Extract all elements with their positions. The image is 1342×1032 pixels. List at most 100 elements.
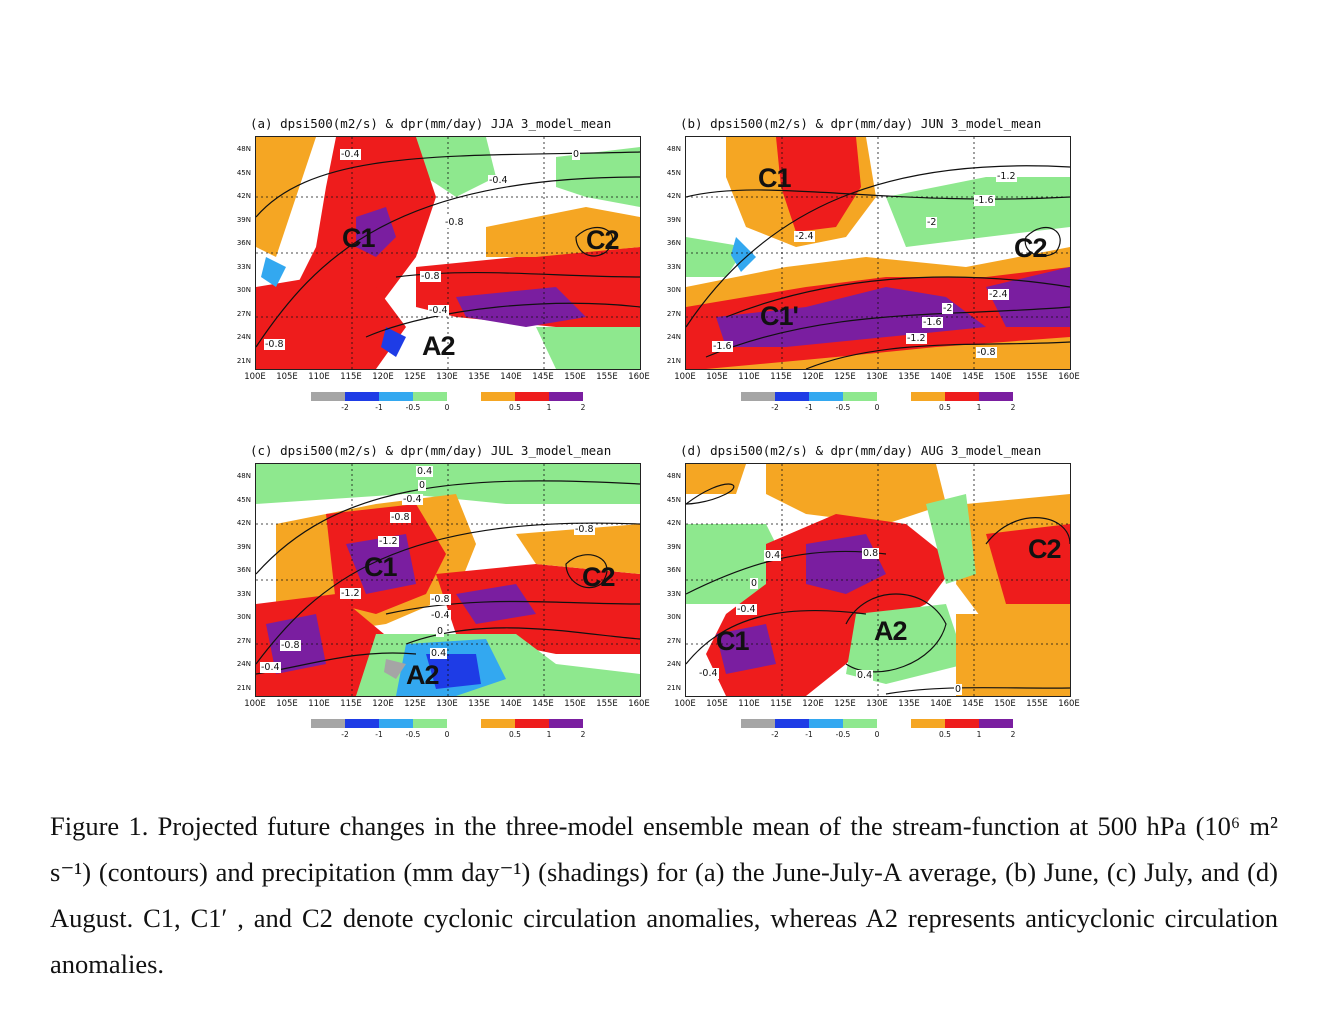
x-tick-label: 155E (596, 699, 618, 709)
region-label: C1 (364, 552, 398, 582)
contour-label: -1.2 (340, 588, 361, 599)
y-tick-label: 39N (236, 542, 251, 551)
y-tick-label: 27N (236, 309, 251, 318)
x-tick-label: 120E (372, 372, 394, 382)
x-tick-label: 120E (372, 699, 394, 709)
contour-label: -0.8 (444, 217, 465, 228)
contour-label: -2 (926, 217, 938, 228)
x-tick-label: 115E (770, 699, 792, 709)
y-tick-label: 39N (666, 542, 681, 551)
colorbar-label: -0.5 (405, 730, 421, 739)
colorbar-label: -2 (771, 730, 779, 739)
colorbar-label: -2 (341, 403, 349, 412)
y-tick-label: 30N (666, 613, 681, 622)
y-tick-label: 42N (236, 192, 251, 201)
contour-label: 0.4 (430, 648, 448, 659)
contour-label: -0.4 (340, 149, 361, 160)
y-tick-label: 33N (236, 589, 251, 598)
panel-b-title: (b) dpsi500(m2/s) & dpr(mm/day) JUN 3_mo… (680, 116, 1042, 131)
x-tick-label: 140E (930, 699, 952, 709)
region-label: C2 (1014, 233, 1048, 263)
x-tick-label: 150E (564, 699, 586, 709)
colorbar-swatch (345, 392, 379, 401)
x-tick-label: 145E (962, 372, 984, 382)
panel-b-map: C1 C2 C1' -1.2 -1.6 -2 -2.4 -2.4 -2 -1.6… (685, 136, 1071, 370)
colorbar-swatch (311, 719, 345, 728)
y-tick-label: 42N (236, 519, 251, 528)
y-tick-label: 42N (666, 519, 681, 528)
colorbar-swatch (481, 719, 515, 728)
contour-label: -0.8 (976, 347, 997, 358)
x-tick-label: 120E (802, 372, 824, 382)
colorbar-label: -2 (771, 403, 779, 412)
region-label: C2 (582, 562, 616, 592)
x-tick-label: 160E (1058, 699, 1080, 709)
colorbar (741, 392, 1013, 401)
x-tick-label: 100E (244, 372, 266, 382)
contour-label: 0.4 (856, 670, 874, 681)
colorbar-label: 1 (976, 730, 982, 739)
y-tick-label: 24N (666, 333, 681, 342)
colorbar-swatch (413, 392, 447, 401)
colorbar-swatch (549, 392, 583, 401)
contour-label: -1.6 (974, 195, 995, 206)
x-tick-label: 155E (1026, 699, 1048, 709)
colorbar-label: 1 (546, 730, 552, 739)
contour-label: -0.4 (698, 668, 719, 679)
contour-label: 0.4 (764, 550, 782, 561)
colorbar (311, 719, 583, 728)
contour-label: 0 (572, 149, 581, 160)
contour-label: -2 (942, 303, 954, 314)
x-tick-label: 140E (500, 372, 522, 382)
contour-label: 0.8 (862, 548, 880, 559)
x-tick-label: 155E (1026, 372, 1048, 382)
x-tick-label: 110E (308, 372, 330, 382)
x-tick-label: 140E (500, 699, 522, 709)
contour-label: -0.4 (488, 175, 509, 186)
y-tick-label: 21N (236, 357, 251, 365)
x-tick-label: 135E (898, 372, 920, 382)
x-tick-label: 130E (866, 372, 888, 382)
region-label: C1 (342, 223, 376, 253)
colorbar-swatch (945, 392, 979, 401)
colorbar-label: -0.5 (405, 403, 421, 412)
y-tick-label: 21N (666, 357, 681, 365)
x-tick-label: 130E (436, 372, 458, 382)
colorbar-label: -1 (375, 730, 383, 739)
x-tick-label: 100E (244, 699, 266, 709)
contour-label: 0 (750, 578, 759, 589)
colorbar-label: 2 (1010, 730, 1016, 739)
x-tick-label: 125E (834, 699, 856, 709)
panel-c-title: (c) dpsi500(m2/s) & dpr(mm/day) JUL 3_mo… (250, 443, 612, 458)
colorbar (741, 719, 1013, 728)
y-tick-label: 27N (666, 636, 681, 645)
y-tick-label: 42N (666, 192, 681, 201)
x-tick-label: 125E (404, 699, 426, 709)
x-tick-label: 150E (994, 372, 1016, 382)
y-tick-label: 33N (236, 262, 251, 271)
y-tick-label: 24N (236, 660, 251, 669)
region-label: C1' (760, 301, 799, 331)
y-tick-label: 27N (666, 309, 681, 318)
colorbar-swatch (809, 719, 843, 728)
colorbar-swatch (379, 392, 413, 401)
colorbar-label: 0.5 (939, 403, 951, 412)
colorbar-label: 0 (444, 730, 450, 739)
y-tick-label: 39N (236, 215, 251, 224)
contour-label: -0.8 (264, 339, 285, 350)
x-tick-label: 145E (532, 699, 554, 709)
x-tick-label: 110E (308, 699, 330, 709)
contour-label: 0 (418, 480, 427, 491)
y-tick-label: 30N (666, 286, 681, 295)
colorbar-swatch (775, 392, 809, 401)
contour-label: -0.4 (430, 610, 451, 621)
panel-d-map: C2 C1 A2 0.4 0.8 0 -0.4 -0.4 0.4 0 (685, 463, 1071, 697)
colorbar-label: 0.5 (939, 730, 951, 739)
colorbar-swatch (311, 392, 345, 401)
colorbar-label: 0 (874, 730, 880, 739)
y-tick-label: 45N (666, 495, 681, 504)
colorbar-label: 0 (444, 403, 450, 412)
colorbar-swatch (843, 392, 877, 401)
x-tick-label: 130E (866, 699, 888, 709)
colorbar-label: -1 (375, 403, 383, 412)
